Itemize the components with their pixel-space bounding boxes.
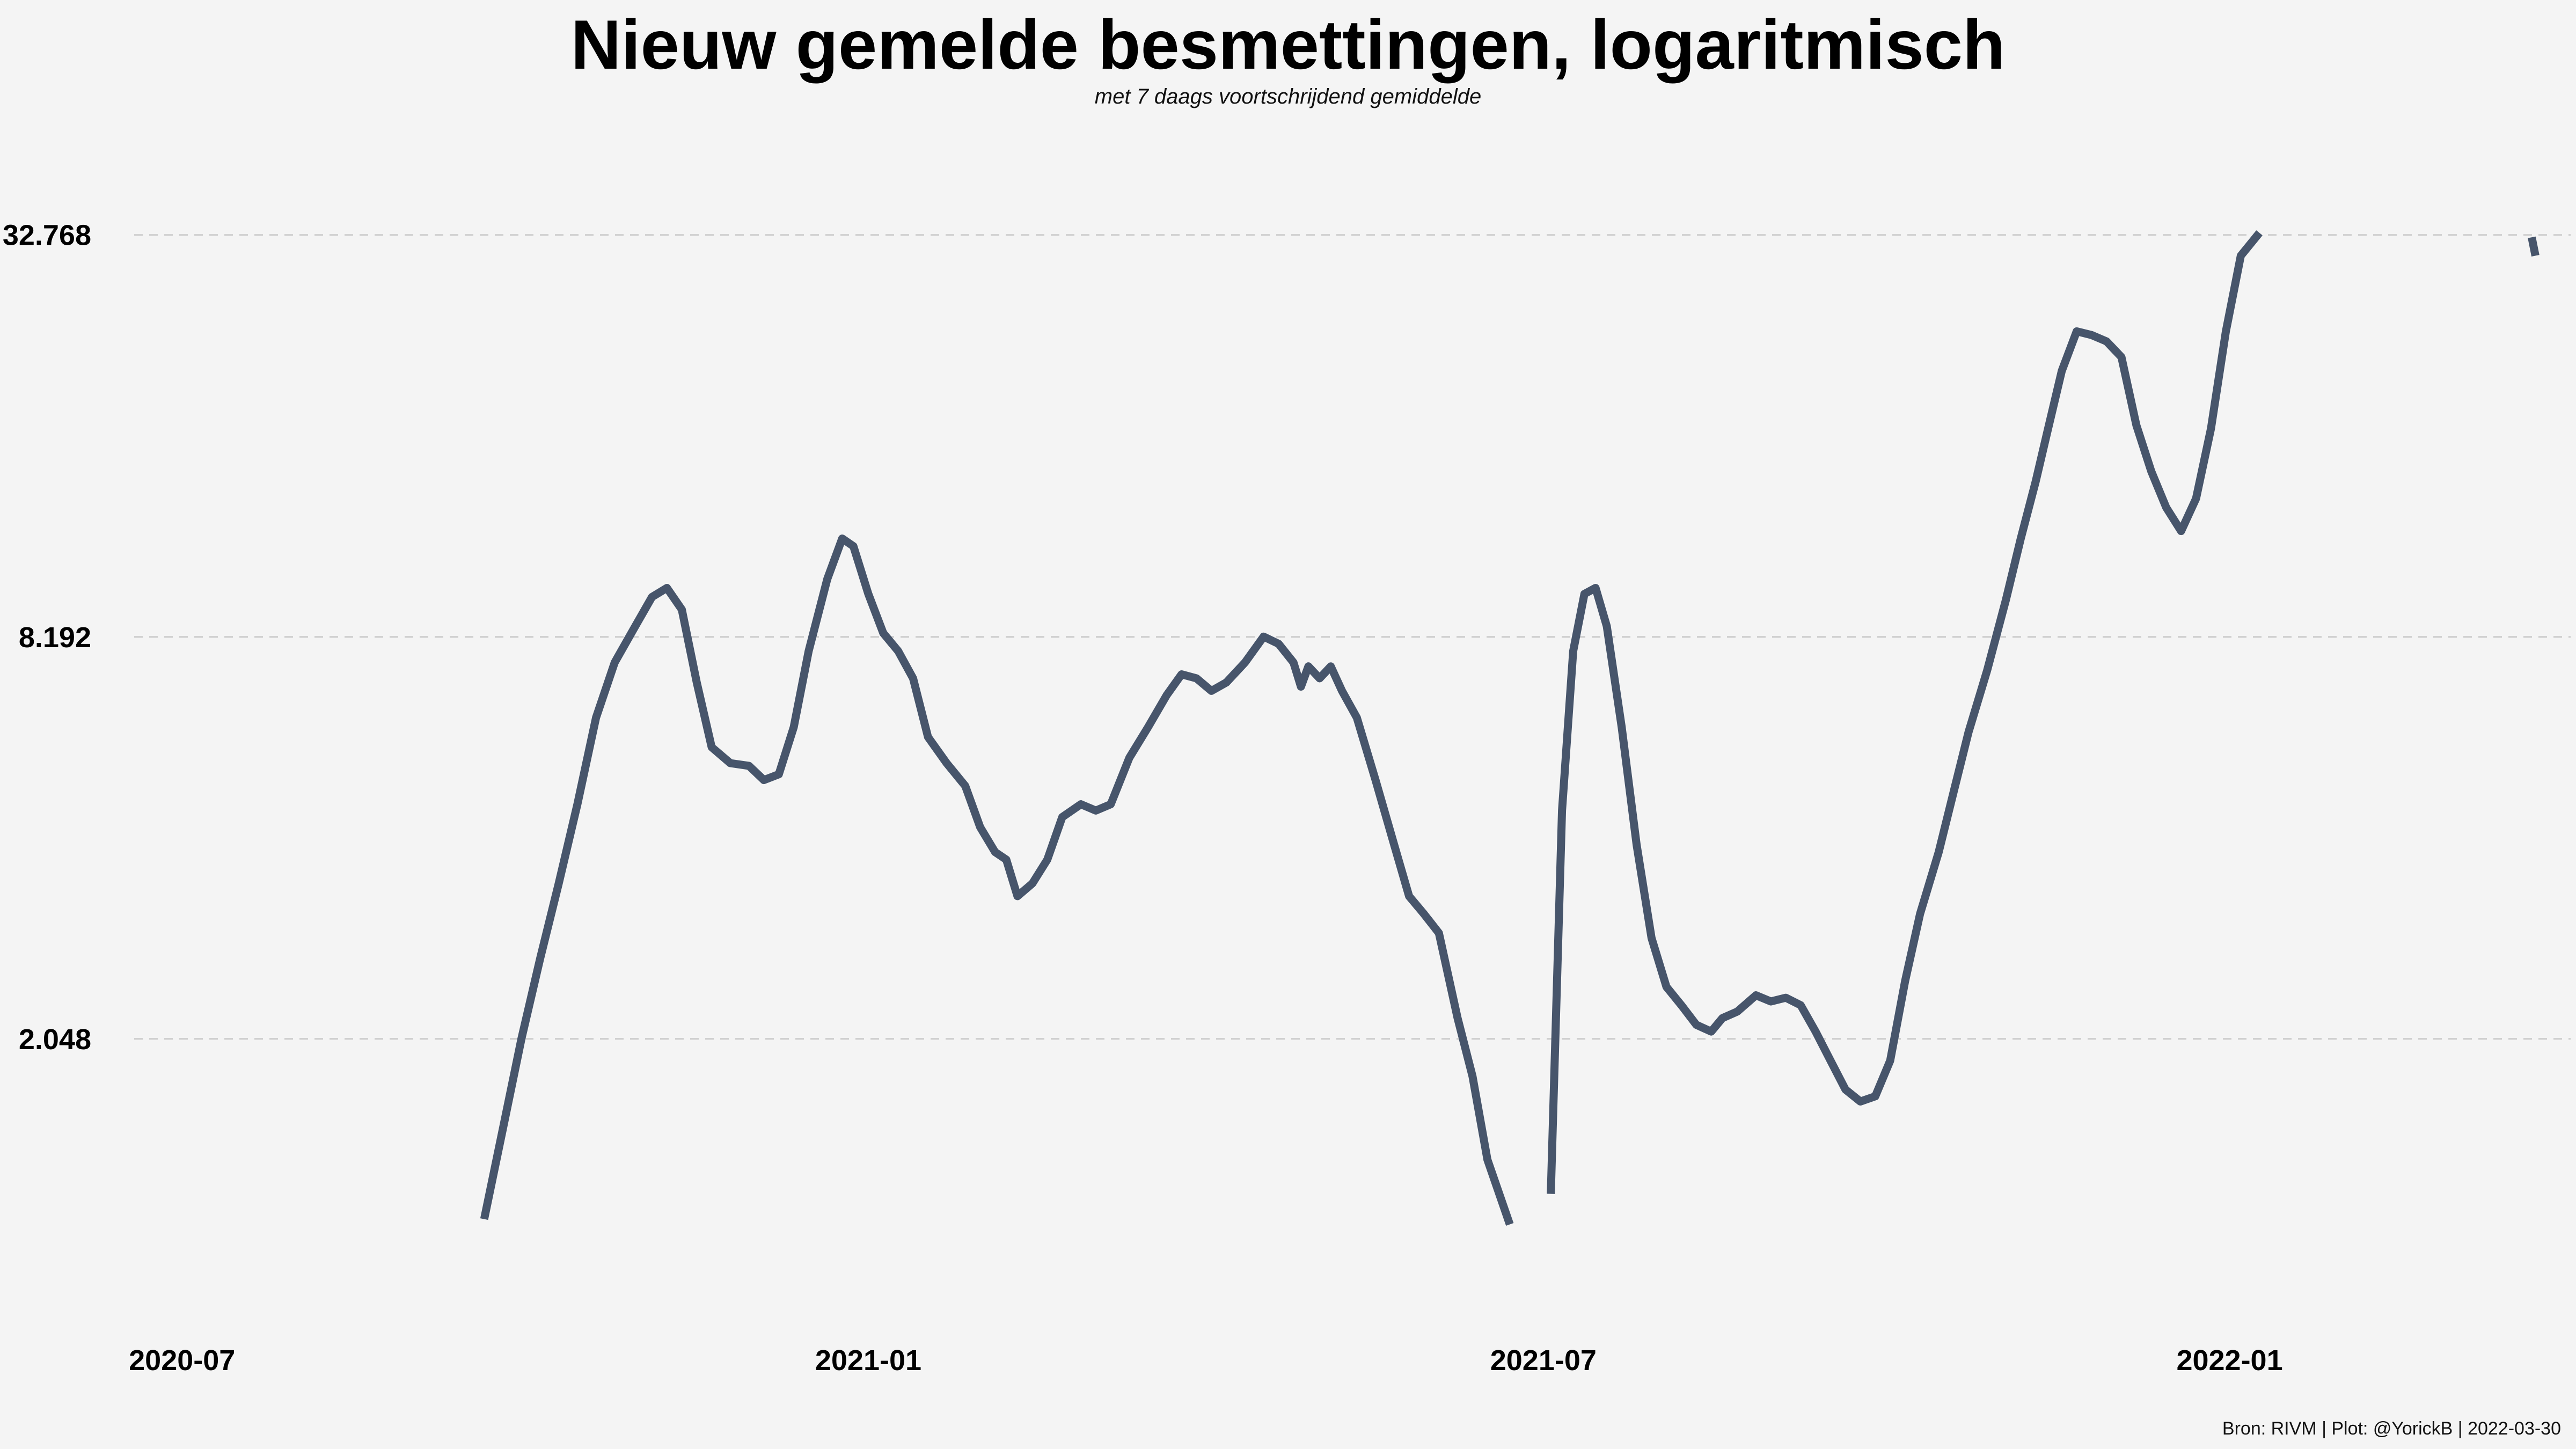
x-tick-label: 2021-01 [815, 1344, 921, 1377]
series-line-segment-0 [480, 535, 1514, 1226]
x-tick-label: 2020-07 [129, 1344, 235, 1377]
y-tick-label: 8.192 [19, 621, 91, 654]
x-tick-label: 2022-01 [2176, 1344, 2282, 1377]
source-caption: Bron: RIVM | Plot: @YorickB | 2022-03-30 [2222, 1418, 2561, 1439]
series-line-segment-2 [2528, 236, 2540, 257]
y-axis-ticks: 2.048 8.192 32.768 [3, 219, 91, 1056]
series-line-segment-1 [1547, 230, 2263, 1194]
x-tick-label: 2021-07 [1490, 1344, 1597, 1377]
y-tick-label: 2.048 [19, 1023, 91, 1056]
chart-title: Nieuw gemelde besmettingen, logaritmisch [570, 5, 2006, 84]
y-tick-label: 32.768 [3, 219, 91, 252]
x-axis-ticks: 2020-07 2021-01 2021-07 2022-01 [129, 1344, 2282, 1377]
chart-subtitle: met 7 daags voortschrijdend gemiddelde [1094, 85, 1482, 108]
series-layer [480, 230, 2540, 1226]
grid-layer [134, 234, 2571, 1040]
